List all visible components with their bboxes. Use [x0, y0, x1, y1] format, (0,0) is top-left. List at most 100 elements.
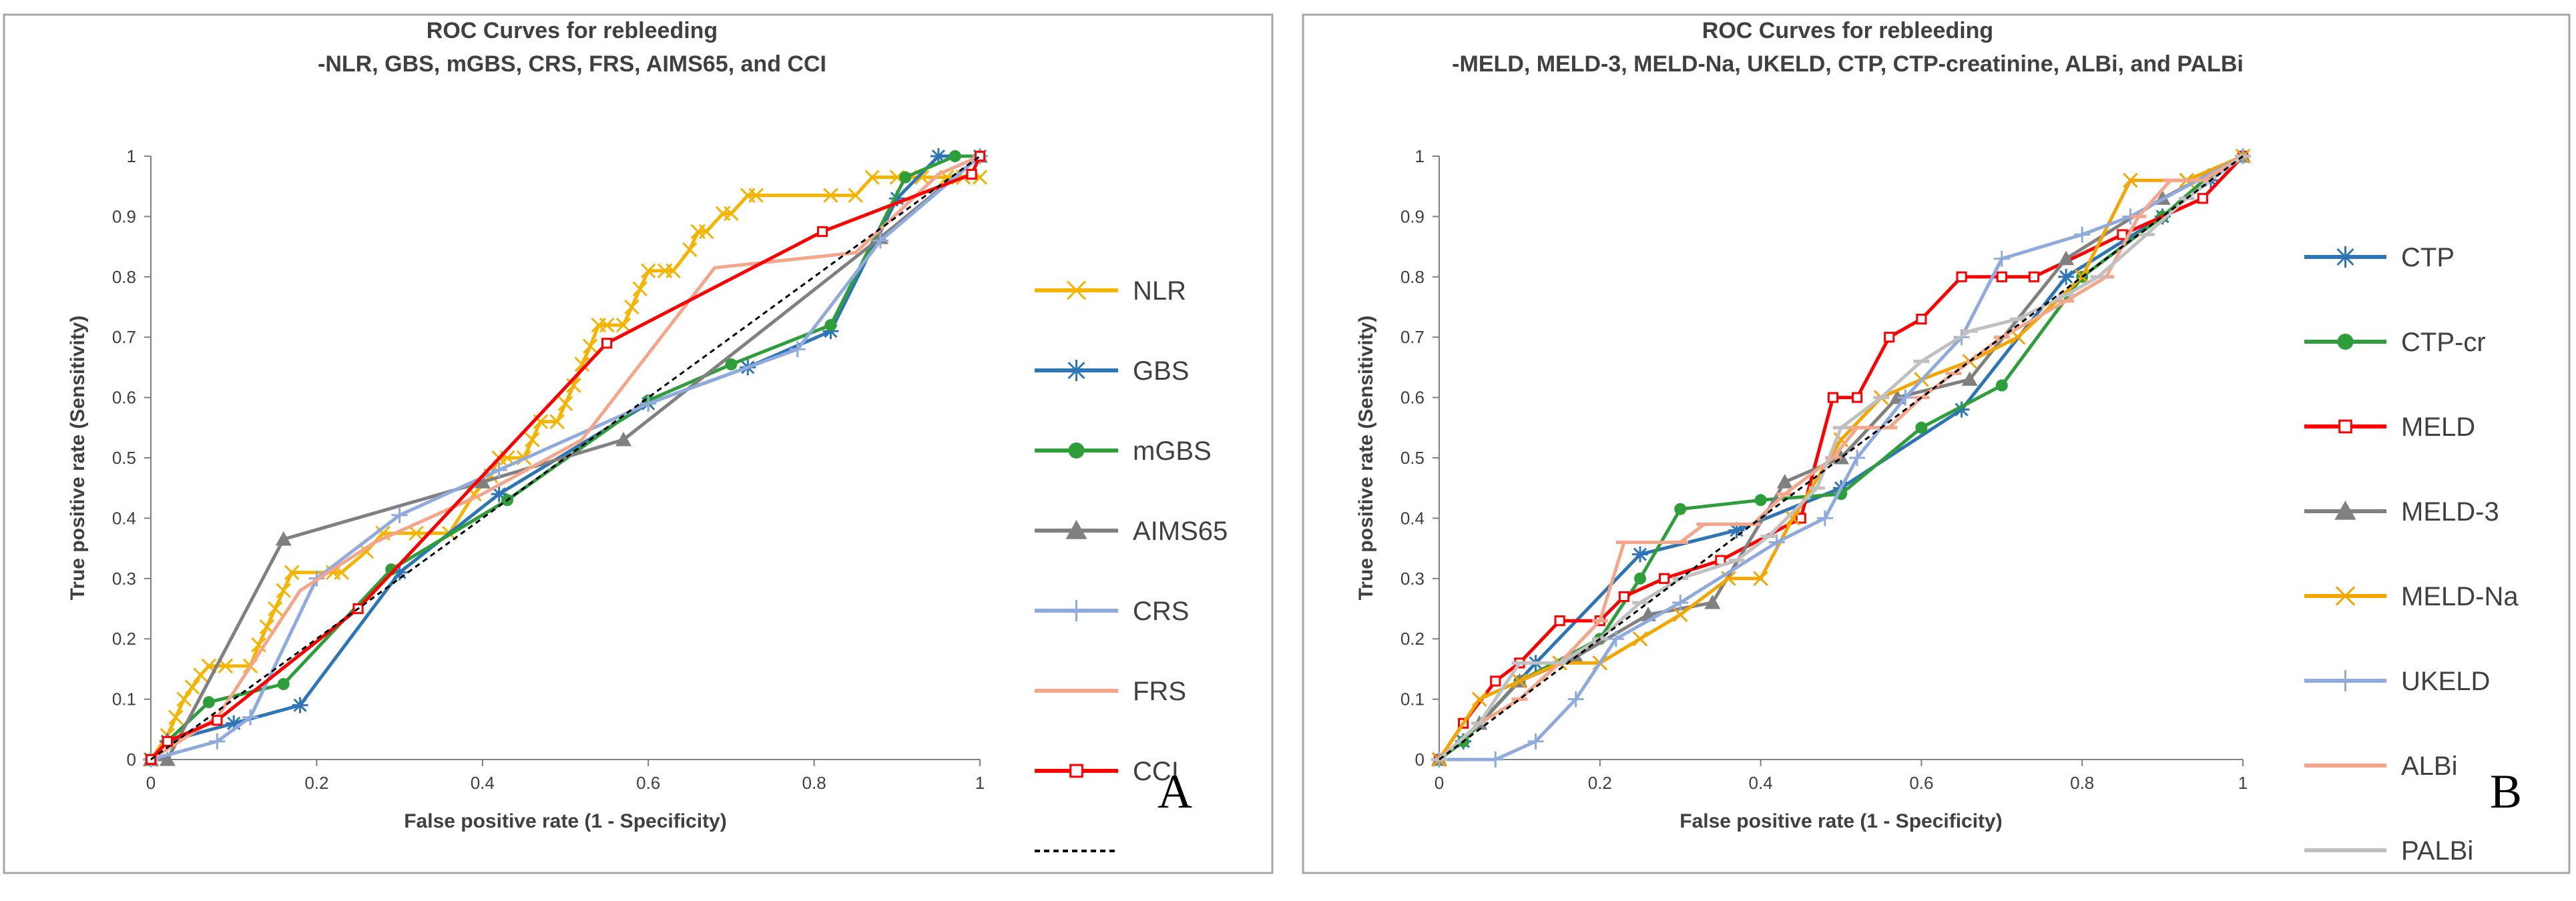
chart-b-legend-label: MELD: [2401, 412, 2475, 442]
chart-b-y-tick-label: 0.9: [1400, 206, 1425, 226]
chart-b-point-meld: [1490, 675, 1501, 687]
chart-b-series-ukeld: [1431, 148, 2251, 768]
chart-a-point-gbs: [391, 564, 408, 581]
chart-a-point-nlr: [682, 242, 698, 258]
chart-a-point-mgbs: [202, 696, 215, 709]
chart-a-x-tick-label: 0: [146, 773, 156, 793]
chart-b-point-ukeld: [1849, 450, 1866, 466]
chart-b-y-tick-label: 0.8: [1400, 267, 1425, 287]
chart-b-point-meld-na: [1471, 691, 1487, 707]
chart-a-point-mgbs: [725, 358, 738, 370]
chart-b-point-meld-na: [1785, 511, 1801, 526]
chart-a-legend-item-nlr: NLR: [1035, 276, 1186, 306]
chart-b-point-meld: [1956, 271, 1967, 282]
chart-a-point-cci: [816, 226, 828, 238]
chart-b-point-ctp: [1953, 401, 1970, 418]
chart-b-point-ctp-cr: [1915, 421, 1928, 434]
chart-a-point-aims65: [474, 474, 491, 489]
chart-b-point-ctp: [1632, 546, 1648, 563]
chart-b-legend-label: CTP-cr: [2401, 328, 2486, 357]
chart-b-point-meld: [2028, 271, 2040, 282]
chart-a-title-line: -NLR, GBS, mGBS, CRS, FRS, AIMS65, and C…: [318, 51, 826, 77]
chart-b-point-meld-3: [1776, 474, 1793, 489]
chart-b-y-axis-title: True positive rate (Sensitivity): [1355, 316, 1377, 601]
chart-a-point-nlr: [582, 338, 598, 354]
chart-a-point-mgbs: [949, 150, 961, 162]
chart-b-y-tick-label: 0.1: [1400, 689, 1425, 709]
chart-b-point-meld-na: [2010, 329, 2026, 345]
chart-b-line-palbi: [1438, 155, 2244, 761]
chart-a-line-reference-diagonal: [150, 155, 981, 761]
chart-a-y-axis-title: True positive rate (Sensitivity): [67, 316, 89, 601]
chart-a-legend-item-cci: CCI: [1035, 757, 1179, 786]
chart-a-point-nlr: [268, 601, 283, 617]
chart-b-x-tick-label: 0: [1435, 773, 1444, 793]
chart-a-x-tick-label: 1: [975, 773, 985, 793]
chart-b-point-meld: [1851, 392, 1863, 403]
chart-b-legend-marker: [2338, 419, 2352, 434]
chart-a-legend-item-frs: FRS: [1035, 677, 1186, 706]
chart-a-line-crs: [150, 155, 981, 762]
chart-b-point-ctp-cr: [1995, 379, 2008, 392]
chart-a-point-nlr: [848, 188, 863, 204]
chart-b-point-ukeld: [1567, 691, 1584, 707]
chart-a-y-tick-label: 1: [127, 146, 136, 166]
chart-b-y-tick-label: 0.3: [1400, 569, 1425, 589]
chart-a-point-cci: [212, 715, 223, 726]
chart-b-x-tick-label: 0.8: [2070, 773, 2094, 793]
chart-a-point-crs: [789, 341, 806, 358]
chart-b-x-tick-label: 1: [2238, 773, 2248, 793]
chart-a-point-nlr: [632, 281, 648, 297]
chart-a-y-tick-label: 0.8: [112, 267, 136, 287]
chart-a-point-aims65: [275, 531, 292, 546]
chart-a-point-cci: [966, 169, 977, 180]
chart-a-frame: [3, 13, 1274, 874]
chart-a-point-nlr: [259, 619, 275, 635]
chart-b-point-meld: [1795, 513, 1806, 524]
chart-b-point-ctp-cr: [1634, 572, 1646, 585]
chart-b-point-meld: [1916, 313, 1927, 325]
chart-b-point-ukeld: [1816, 510, 1833, 527]
chart-b-point-meld-3: [1704, 594, 1721, 609]
chart-a-y-tick-label: 0.9: [112, 206, 136, 226]
chart-a-point-gbs: [822, 323, 839, 340]
chart-b-legend-item-ukeld: UKELD: [2304, 667, 2490, 696]
chart-a-point-cci: [601, 338, 613, 349]
chart-b-point-meld: [2117, 229, 2128, 240]
chart-a-point-nlr: [409, 525, 424, 541]
chart-a-point-gbs: [930, 148, 947, 164]
chart-b-y-tick-label: 0.4: [1400, 508, 1425, 528]
chart-b-legend-marker: [2334, 501, 2356, 520]
chart-a-point-nlr: [666, 263, 681, 279]
chart-a-point-nlr: [284, 565, 300, 581]
chart-b-point-ukeld: [1993, 250, 2010, 267]
chart-a-point-nlr: [823, 188, 838, 204]
chart-a-legend-label: AIMS65: [1133, 517, 1228, 546]
chart-a-series-crs: [143, 148, 988, 768]
chart-b-legend-item-meld-na: MELD-Na: [2304, 582, 2519, 611]
chart-a-line-cci: [150, 155, 982, 761]
chart-a-legend-label: GBS: [1133, 356, 1189, 386]
chart-b-y-tick-label: 1: [1415, 146, 1425, 166]
chart-a-series-reference-diagonal: [150, 155, 981, 761]
chart-b-x-tick-label: 0.4: [1749, 773, 1773, 793]
chart-a-legend-label: CRS: [1133, 597, 1189, 626]
chart-b-point-meld: [1827, 392, 1839, 403]
chart-b-point-ctp-cr: [1674, 503, 1687, 515]
chart-a-point-crs: [209, 733, 226, 749]
chart-b-x-axis-title: False positive rate (1 - Specificity): [1680, 810, 2003, 832]
chart-a-point-gbs: [292, 697, 308, 713]
chart-b-legend-item-meld-3: MELD-3: [2304, 497, 2499, 527]
chart-a-panel: ROC Curves for rebleeding -NLR, GBS, mGBS…: [3, 13, 1274, 874]
chart-b-title-line: -MELD, MELD-3, MELD-Na, UKELD, CTP, CTP-…: [1452, 51, 2244, 77]
chart-b-x-tick-label: 0.2: [1588, 773, 1612, 793]
chart-a-point-nlr: [525, 432, 540, 448]
chart-a-point-aims65: [159, 752, 176, 766]
chart-a-point-aims65: [615, 431, 631, 446]
chart-a-point-nlr: [176, 691, 192, 707]
chart-b-point-meld: [1659, 573, 1670, 584]
chart-a-y-tick-label: 0.7: [112, 327, 136, 347]
chart-b-point-ukeld: [1897, 389, 1914, 406]
chart-b-point-ctp-cr: [1754, 494, 1767, 507]
chart-a-point-mgbs: [899, 171, 912, 184]
